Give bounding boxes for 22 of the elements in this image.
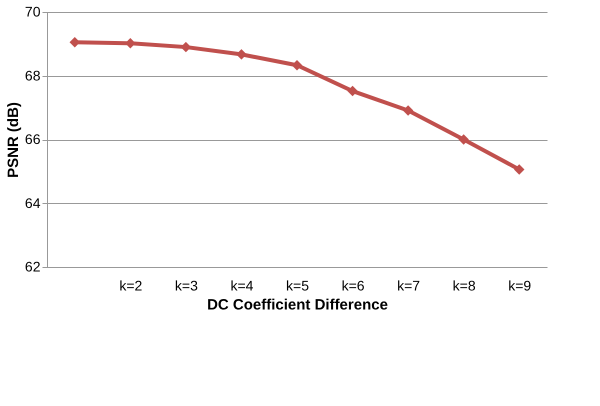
x-tick-label: k=6 (342, 278, 365, 294)
point (458, 134, 469, 145)
y-tick-label: 70 (24, 4, 41, 20)
x-tick-label: k=8 (452, 278, 476, 294)
point (514, 164, 524, 175)
y-axis-title: PSNR (dB) (4, 102, 22, 178)
point (292, 60, 302, 70)
x-tick-label: k=7 (397, 278, 420, 294)
y-tick-label: 66 (24, 131, 41, 147)
point (236, 49, 247, 60)
y-tick-label: 64 (24, 194, 41, 211)
x-tick-label: k=2 (119, 278, 143, 294)
x-tick-label: k=9 (508, 278, 532, 294)
y-tick-label: 62 (24, 258, 41, 274)
point (402, 105, 414, 116)
y-tick-label: 68 (24, 67, 41, 84)
x-tick-label: k=3 (174, 278, 198, 294)
x-axis-title: DC Coefficient Difference (207, 296, 388, 314)
x-tick-label: k=5 (286, 278, 310, 294)
x-tick-label: k=4 (230, 278, 254, 294)
point (180, 42, 192, 52)
point (347, 86, 358, 96)
